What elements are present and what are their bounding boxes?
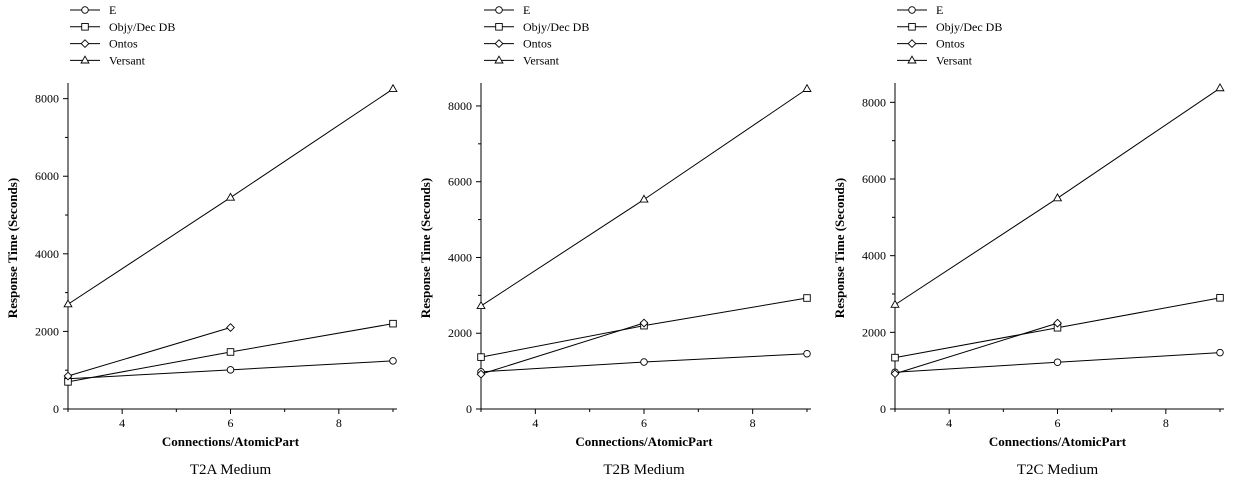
chart-panel: 0 2000 4000 6000 8000 4 6 8 Connections/AtomicPa…	[5, 3, 398, 478]
x-tick-label: 8	[1163, 416, 1169, 430]
x-tick-label: 6	[228, 416, 234, 430]
data-point	[63, 299, 73, 308]
data-point	[802, 83, 812, 92]
legend-marker	[494, 55, 504, 64]
y-tick-label: 6000	[35, 169, 59, 183]
legend-label: Ontos	[109, 37, 138, 51]
data-point	[226, 366, 235, 374]
y-axis-label: Response Time (Seconds)	[5, 178, 20, 318]
legend-marker	[495, 23, 503, 31]
series-line	[894, 322, 1058, 375]
legend-label: Objy/Dec DB	[936, 20, 1002, 34]
data-point	[891, 353, 899, 362]
legend-marker	[81, 23, 89, 31]
data-point	[803, 349, 811, 358]
x-axis-label: Connections/AtomicPart	[989, 434, 1127, 449]
legend-label: E	[936, 3, 943, 17]
legend-label: Objy/Dec DB	[523, 20, 589, 34]
y-tick-label: 4000	[35, 247, 59, 261]
series-line	[480, 322, 645, 375]
y-axis-label: Response Time (Seconds)	[832, 178, 847, 318]
x-tick-label: 6	[1055, 416, 1061, 430]
data-point	[1052, 193, 1063, 202]
data-point	[226, 348, 235, 356]
legend-label: Versant	[936, 53, 973, 67]
data-point	[388, 83, 398, 92]
data-point	[1053, 318, 1062, 328]
y-tick-label: 4000	[862, 249, 886, 263]
data-point	[389, 357, 397, 365]
data-point	[1053, 358, 1062, 366]
data-point	[389, 319, 397, 328]
y-tick-label: 0	[466, 402, 472, 416]
y-tick-label: 2000	[35, 324, 59, 338]
y-tick-label: 2000	[862, 325, 886, 339]
x-tick-label: 8	[750, 416, 756, 430]
data-point	[803, 294, 811, 302]
x-tick-label: 4	[532, 416, 538, 430]
legend-marker	[80, 55, 90, 64]
legend-marker	[907, 55, 917, 64]
data-point	[639, 194, 649, 203]
data-point	[476, 369, 486, 379]
data-point	[225, 192, 236, 201]
legend: E Objy/Dec DB Ontos Versant	[484, 3, 589, 67]
legend-label: Ontos	[936, 37, 965, 51]
x-tick-label: 6	[641, 416, 647, 430]
y-tick-label: 4000	[448, 250, 472, 264]
x-tick-label: 4	[119, 416, 125, 430]
data-point	[1216, 294, 1224, 302]
data-point	[890, 299, 900, 308]
x-tick-label: 8	[336, 416, 342, 430]
legend-marker	[494, 39, 504, 49]
legend-label: Ontos	[523, 37, 552, 51]
legend-label: E	[109, 3, 116, 17]
y-tick-label: 2000	[448, 326, 472, 340]
legend-marker	[907, 39, 917, 49]
y-axis-label: Response Time (Seconds)	[418, 178, 433, 318]
data-point	[226, 323, 235, 332]
legend-label: Versant	[109, 53, 146, 67]
legend-label: Versant	[523, 53, 560, 67]
x-axis-label: Connections/AtomicPart	[575, 434, 713, 449]
legend-marker	[80, 39, 90, 49]
y-tick-label: 0	[53, 402, 59, 416]
y-tick-label: 8000	[862, 95, 886, 109]
y-tick-label: 6000	[448, 175, 472, 189]
y-tick-label: 8000	[448, 99, 472, 113]
data-point	[63, 371, 73, 381]
data-point	[640, 358, 648, 366]
chart-title: T2A Medium	[190, 462, 272, 478]
y-tick-label: 6000	[862, 172, 886, 186]
y-tick-label: 0	[880, 402, 886, 416]
chart-panel: 0 2000 4000 6000 8000 4 6 8 Connections/AtomicPa…	[832, 3, 1225, 478]
legend: E Objy/Dec DB Ontos Versant	[897, 3, 1002, 67]
legend-marker	[495, 6, 503, 14]
legend-marker	[908, 23, 916, 31]
legend-marker	[81, 6, 89, 14]
y-tick-label: 8000	[35, 92, 59, 106]
data-point	[639, 318, 649, 328]
data-point	[1216, 348, 1224, 357]
legend-label: Objy/Dec DB	[109, 20, 175, 34]
series-line	[67, 327, 231, 377]
data-point	[476, 300, 486, 310]
chart-title: T2C Medium	[1017, 462, 1099, 478]
data-point	[890, 369, 900, 379]
legend-marker	[908, 6, 916, 14]
chart-title: T2B Medium	[603, 462, 685, 478]
chart-panel: 0 2000 4000 6000 8000 4 6 8 Connections/AtomicPa…	[418, 3, 812, 478]
data-point	[1215, 83, 1225, 92]
data-point	[477, 353, 485, 361]
legend: E Objy/Dec DB Ontos Versant	[70, 3, 175, 67]
x-tick-label: 4	[946, 416, 952, 430]
legend-label: E	[523, 3, 530, 17]
x-axis-label: Connections/AtomicPart	[162, 434, 300, 449]
